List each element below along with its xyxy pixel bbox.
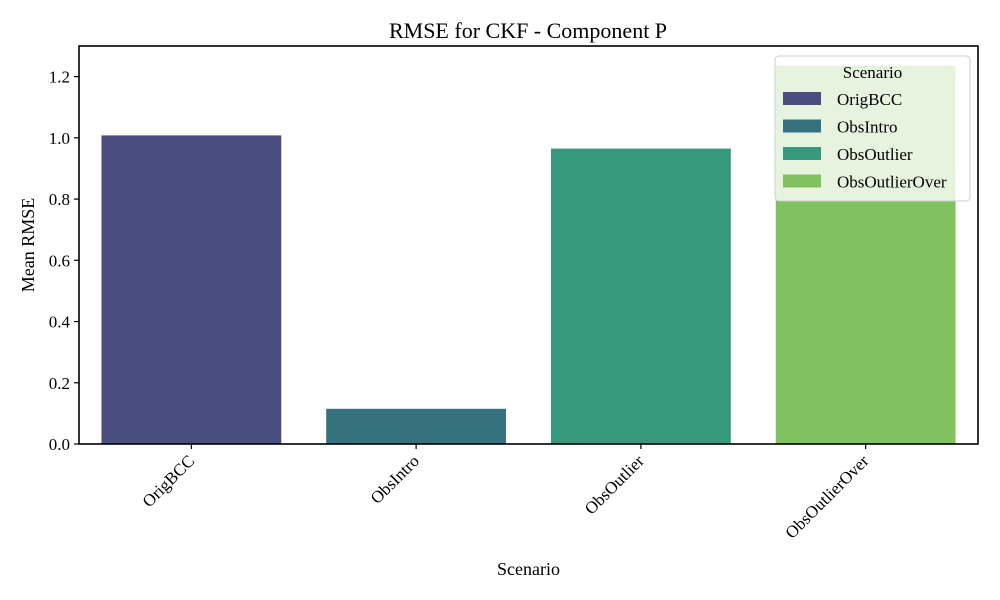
y-axis: 0.0 0.2 0.4 0.6 0.8 1.0 1.2 xyxy=(49,68,79,454)
legend-swatch xyxy=(783,174,821,188)
plot-frame xyxy=(78,45,979,445)
x-tick-label: OrigBCC xyxy=(139,451,199,511)
bar-origbcc xyxy=(101,135,282,445)
y-axis-label: Mean RMSE xyxy=(18,198,38,293)
y-tick-label: 0.0 xyxy=(49,435,70,454)
bar-obsoutlier xyxy=(550,148,731,445)
legend-swatch xyxy=(783,147,821,160)
legend-entry-label: OrigBCC xyxy=(837,90,902,109)
legend-title: Scenario xyxy=(843,63,902,82)
y-tick-label: 1.2 xyxy=(49,68,70,87)
y-tick-label: 0.4 xyxy=(49,313,71,332)
x-tick-label: ObsOutlier xyxy=(581,451,648,518)
x-axis: OrigBCC ObsIntro ObsOutlier ObsOutlierOver xyxy=(139,444,873,542)
legend-swatch xyxy=(783,92,821,105)
y-tick-label: 1.0 xyxy=(49,129,70,148)
bar-obsintro xyxy=(326,408,507,444)
chart-title: RMSE for CKF - Component P xyxy=(389,18,667,43)
y-tick-label: 0.6 xyxy=(49,251,70,270)
x-tick-label: ObsIntro xyxy=(367,451,423,507)
legend-entry-label: ObsOutlier xyxy=(837,145,913,164)
y-tick-label: 0.8 xyxy=(49,190,70,209)
legend-box xyxy=(774,55,971,202)
legend-entry-label: ObsOutlierOver xyxy=(837,173,947,192)
legend-swatch xyxy=(783,119,821,133)
y-tick-label: 0.2 xyxy=(49,374,70,393)
legend-entry-label: ObsIntro xyxy=(837,118,897,137)
legend: Scenario OrigBCC ObsIntro ObsOutlier ObsOutl… xyxy=(774,55,971,202)
x-tick-label: ObsOutlierOver xyxy=(782,451,873,542)
x-axis-label: Scenario xyxy=(497,559,560,579)
